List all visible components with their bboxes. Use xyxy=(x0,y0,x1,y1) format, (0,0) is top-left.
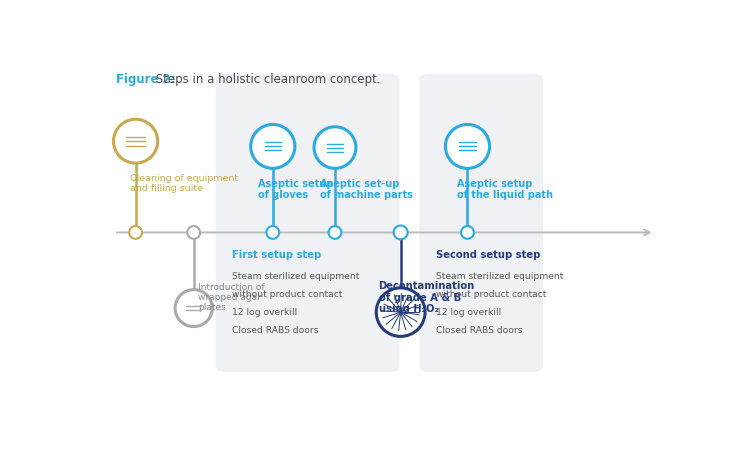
Ellipse shape xyxy=(376,288,425,337)
Ellipse shape xyxy=(129,226,142,239)
Text: Steam sterilized equipment: Steam sterilized equipment xyxy=(232,272,359,281)
Text: Cleaning of equipment
and filling suite: Cleaning of equipment and filling suite xyxy=(130,174,238,193)
Ellipse shape xyxy=(188,226,200,239)
Ellipse shape xyxy=(461,226,474,239)
Text: Figure 2:: Figure 2: xyxy=(116,73,176,86)
Ellipse shape xyxy=(446,125,490,168)
Text: Aseptic setup
of the liquid path: Aseptic setup of the liquid path xyxy=(457,179,553,200)
Text: Closed RABS doors: Closed RABS doors xyxy=(436,326,522,335)
Text: Aseptic set-up
of machine parts: Aseptic set-up of machine parts xyxy=(320,179,413,200)
Ellipse shape xyxy=(113,119,158,163)
Text: without product contact: without product contact xyxy=(436,290,546,299)
Text: Introduction of
wrapped agar
plates: Introduction of wrapped agar plates xyxy=(198,283,265,312)
Ellipse shape xyxy=(175,290,212,327)
Ellipse shape xyxy=(251,125,295,168)
Text: Decontamination
of grade A & B
using H₂O₂: Decontamination of grade A & B using H₂O… xyxy=(379,281,475,314)
Text: Second setup step: Second setup step xyxy=(436,250,540,260)
Text: 12 log overkill: 12 log overkill xyxy=(232,308,297,317)
Text: First setup step: First setup step xyxy=(232,250,321,260)
Text: Aseptic setup
of gloves: Aseptic setup of gloves xyxy=(258,179,334,200)
Text: without product contact: without product contact xyxy=(232,290,343,299)
Text: Closed RABS doors: Closed RABS doors xyxy=(232,326,319,335)
FancyBboxPatch shape xyxy=(419,74,543,372)
Ellipse shape xyxy=(266,226,279,239)
Ellipse shape xyxy=(314,127,356,168)
FancyBboxPatch shape xyxy=(216,74,400,372)
Ellipse shape xyxy=(328,226,341,239)
Ellipse shape xyxy=(394,225,408,239)
Text: Steps in a holistic cleanroom concept.: Steps in a holistic cleanroom concept. xyxy=(152,73,380,86)
Text: 12 log overkill: 12 log overkill xyxy=(436,308,501,317)
Text: Steam sterilized equipment: Steam sterilized equipment xyxy=(436,272,563,281)
